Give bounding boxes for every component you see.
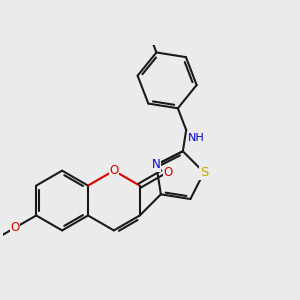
Text: O: O <box>11 221 20 234</box>
Text: S: S <box>200 166 208 179</box>
Text: NH: NH <box>188 133 205 143</box>
Text: O: O <box>164 166 173 179</box>
Text: N: N <box>152 158 161 171</box>
Text: O: O <box>109 164 119 177</box>
